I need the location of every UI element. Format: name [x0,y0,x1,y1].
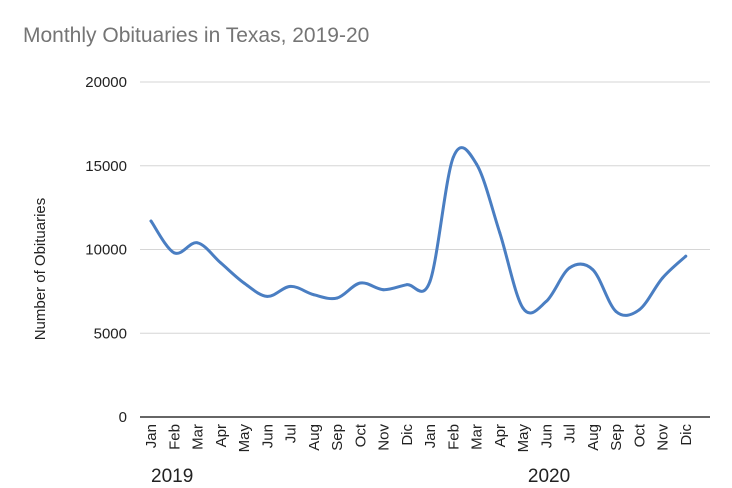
data-point [451,155,455,159]
data-point [591,268,595,271]
data-point [382,288,385,292]
data-point [498,231,502,235]
data-point [196,241,199,245]
x-tick-label: Jun [259,424,276,448]
data-point [568,266,571,270]
data-point [335,296,339,300]
x-tick-label: Jun [538,424,555,448]
data-point [172,251,176,255]
x-tick-label: Dic [678,424,695,446]
data-point [149,219,153,223]
y-tick-labels: 0 5000 10000 15000 20000 [85,74,127,426]
data-point [289,284,292,288]
x-tick-labels: Jan Feb Mar Apr May Jun Jul Aug Sep Oct Nov Dic Jan F… [143,423,695,452]
data-point [521,306,525,310]
data-point [475,162,478,166]
x-tick-label: May [236,424,253,453]
x-tick-label: May [515,424,532,453]
year-label: 2020 [528,466,570,487]
y-tick-label: 20000 [85,74,127,91]
x-tick-label: Jan [422,424,439,448]
y-tick-label: 15000 [85,158,127,175]
x-tick-label: Aug [585,424,602,451]
data-point [684,254,688,258]
data-point [265,295,269,298]
x-tick-label: Apr [492,424,509,447]
year-group-labels: 2019 2020 [151,466,570,487]
data-point [614,310,618,313]
data-point [428,279,432,283]
y-tick-label: 0 [119,409,127,426]
series-line [149,146,688,317]
x-tick-label: Jul [283,424,300,443]
x-tick-label: Feb [166,424,183,450]
year-label: 2019 [151,466,193,487]
data-point [661,276,664,280]
x-tick-label: Jan [143,424,160,448]
series-layer [149,146,688,317]
x-tick-label: Jul [562,424,579,443]
data-point [637,308,641,312]
x-tick-label: Mar [190,424,207,450]
x-tick-label: Sep [329,424,346,451]
data-point [242,281,246,285]
x-tick-label: Nov [376,424,393,451]
x-tick-label: Oct [631,423,648,447]
data-point [544,300,548,303]
data-point [312,293,316,297]
x-tick-label: Mar [469,424,486,450]
x-tick-label: Oct [352,423,369,447]
x-tick-label: Feb [445,424,462,450]
y-axis-label: Number of Obituaries [32,198,49,341]
x-tick-label: Sep [608,424,625,451]
gridlines [140,81,710,418]
x-tick-label: Aug [306,424,323,451]
y-tick-label: 10000 [85,242,127,259]
data-point [358,281,362,285]
x-tick-label: Dic [399,424,416,446]
x-tick-label: Nov [655,424,672,451]
data-point [405,283,409,287]
y-tick-label: 5000 [94,325,127,342]
data-point [219,261,223,265]
chart-title: Monthly Obituaries in Texas, 2019-20 [23,24,370,47]
x-tick-label: Apr [213,424,230,447]
